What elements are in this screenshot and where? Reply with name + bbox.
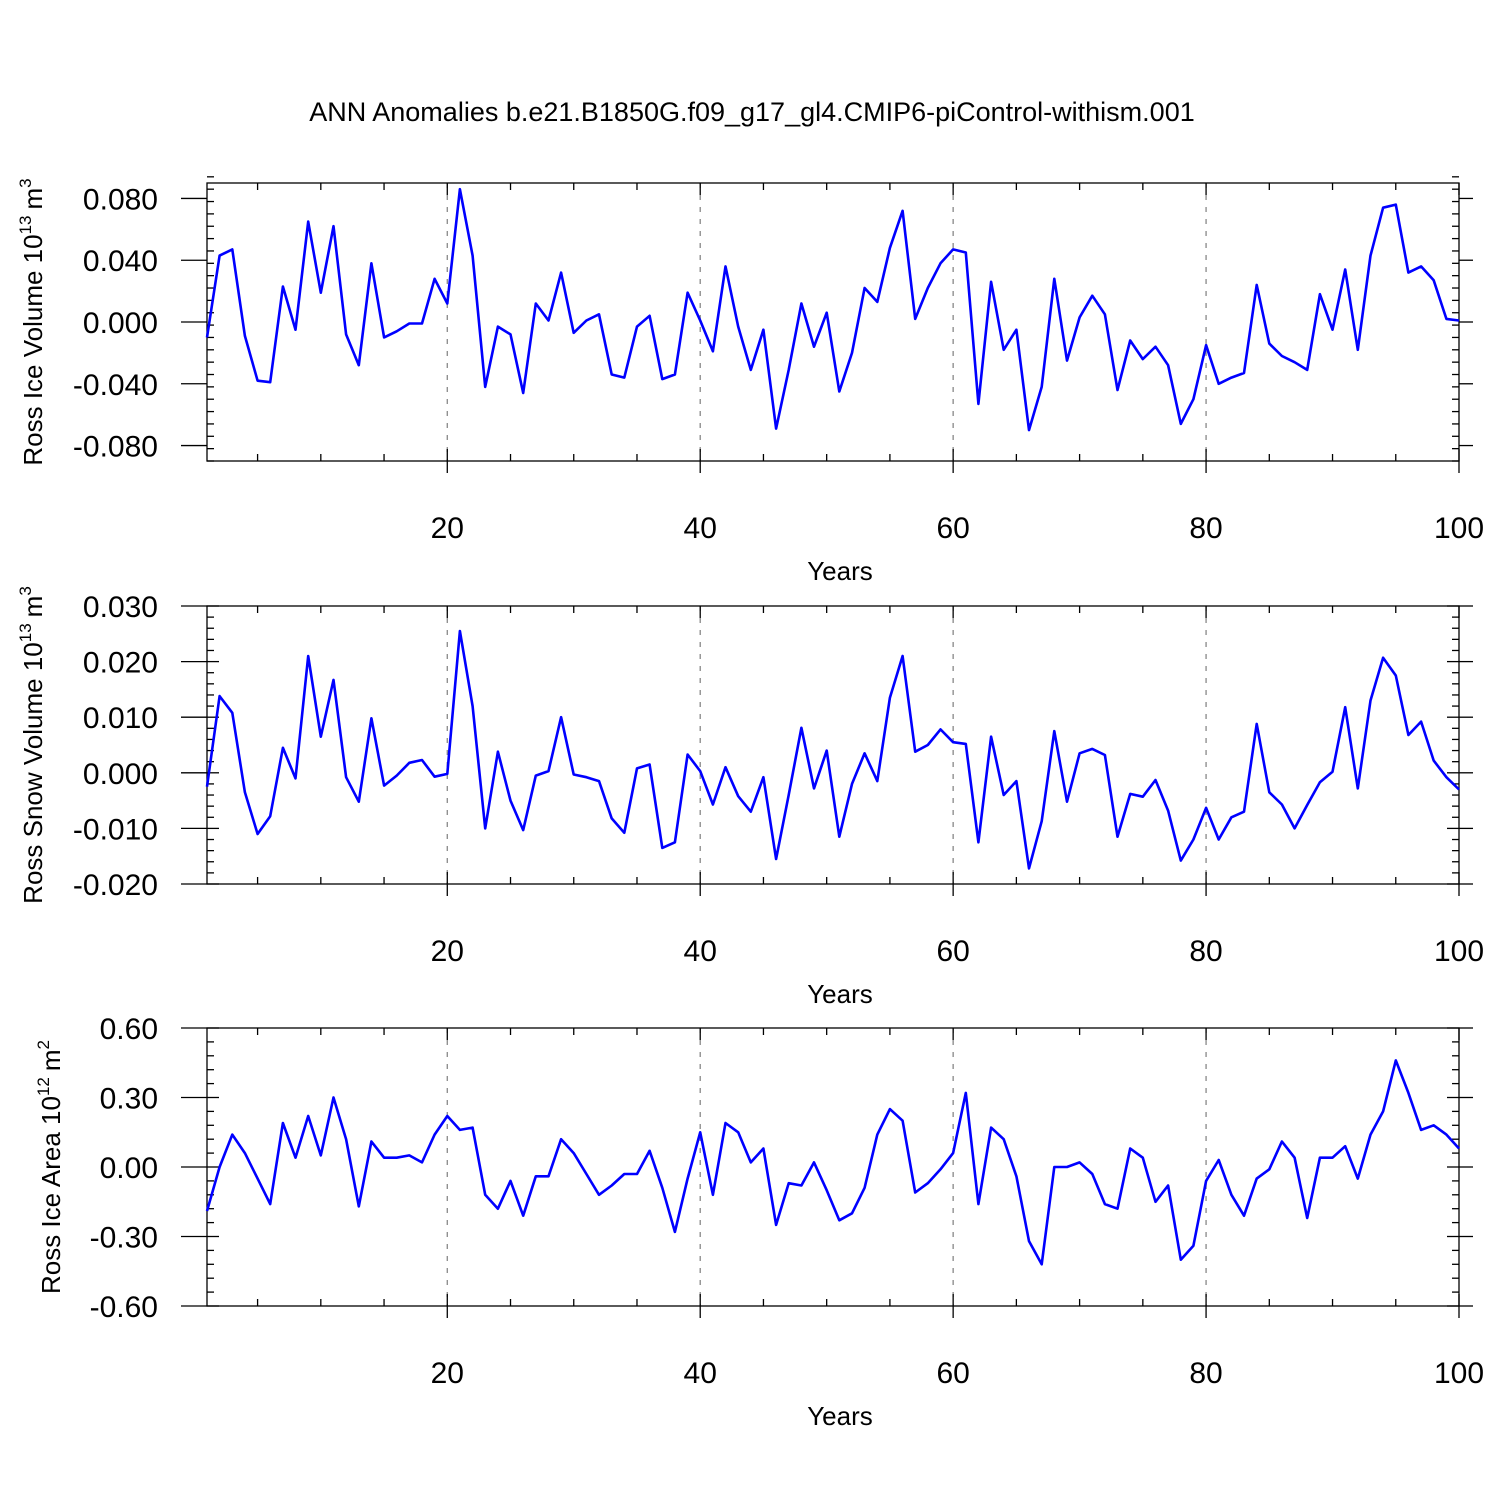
yaxis-label-exp-ice-volume: 13 [16, 215, 35, 234]
ytick-label-snow-volume-0: 0.030 [83, 591, 158, 624]
xtick-label-snow-volume-100: 100 [1434, 935, 1484, 968]
xaxis-label-snow-volume: Years [807, 979, 873, 1009]
xtick-label-ice-area-40: 40 [684, 1357, 717, 1390]
ytick-label-ice-volume-3: -0.040 [73, 369, 158, 402]
ytick-label-ice-area-4: -0.60 [90, 1291, 158, 1324]
yaxis-label-unit-ice-area: m [36, 1049, 66, 1071]
yaxis-label-main-ice-volume: Ross Ice Volume 10 [18, 234, 48, 465]
yaxis-label-exp-ice-area: 12 [34, 1077, 53, 1096]
xtick-label-ice-volume-80: 80 [1189, 512, 1222, 545]
xtick-label-snow-volume-40: 40 [684, 935, 717, 968]
yaxis-label-main-snow-volume: Ross Snow Volume 10 [18, 642, 48, 904]
yaxis-label-ice-area: Ross Ice Area 1012 m2 [34, 1040, 66, 1294]
xtick-label-ice-area-20: 20 [431, 1357, 464, 1390]
yaxis-label-ice-volume: Ross Ice Volume 1013 m3 [16, 178, 48, 465]
yaxis-label-unit-ice-volume: m [18, 188, 48, 210]
ytick-label-snow-volume-4: -0.010 [73, 813, 158, 846]
ytick-label-ice-area-2: 0.00 [100, 1152, 158, 1185]
ytick-label-snow-volume-5: -0.020 [73, 869, 158, 902]
ytick-label-ice-volume-1: 0.040 [83, 245, 158, 278]
yaxis-label-unit-exp-ice-volume: 3 [16, 178, 35, 187]
ytick-label-ice-area-0: 0.60 [100, 1013, 158, 1046]
xtick-label-ice-volume-20: 20 [431, 512, 464, 545]
ytick-label-snow-volume-1: 0.020 [83, 647, 158, 680]
yaxis-label-unit-exp-snow-volume: 3 [16, 586, 35, 595]
plot-frame-snow-volume [206, 605, 1460, 885]
series-line-ice-area [205, 1059, 1460, 1266]
series-line-ice-volume [205, 187, 1460, 432]
xtick-label-ice-volume-40: 40 [684, 512, 717, 545]
plot-frame-ice-volume [206, 182, 1460, 462]
xtick-label-ice-volume-100: 100 [1434, 512, 1484, 545]
xaxis-label-ice-volume: Years [807, 556, 873, 586]
yaxis-label-snow-volume: Ross Snow Volume 1013 m3 [16, 586, 48, 904]
yaxis-label-main-ice-area: Ross Ice Area 10 [36, 1096, 66, 1294]
panel-snow-volume: 0.030 0.020 0.010 0.000 -0.010 -0.020 20 40 60 80… [16, 586, 1484, 1009]
ytick-label-ice-area-3: -0.30 [90, 1222, 158, 1255]
xtick-label-snow-volume-60: 60 [936, 935, 969, 968]
ytick-label-ice-volume-4: -0.080 [73, 431, 158, 464]
xtick-label-ice-area-80: 80 [1189, 1357, 1222, 1390]
xtick-label-snow-volume-20: 20 [431, 935, 464, 968]
ytick-label-ice-volume-0: 0.080 [83, 183, 158, 216]
panel-ice-area: 0.60 0.30 0.00 -0.30 -0.60 20 40 60 80 100 Years Ro… [34, 1013, 1484, 1431]
yaxis-label-unit-exp-ice-area: 2 [34, 1040, 53, 1049]
yaxis-label-exp-snow-volume: 13 [16, 623, 35, 642]
xtick-label-snow-volume-80: 80 [1189, 935, 1222, 968]
xtick-label-ice-area-60: 60 [936, 1357, 969, 1390]
xtick-label-ice-area-100: 100 [1434, 1357, 1484, 1390]
figure-title: ANN Anomalies b.e21.B1850G.f09_g17_gl4.C… [309, 97, 1194, 127]
yaxis-label-unit-snow-volume: m [18, 596, 48, 618]
panel-ice-volume: 0.080 0.040 0.000 -0.040 -0.080 20 40 60 80 100 Ye… [16, 176, 1484, 586]
plot-frame-ice-area [206, 1027, 1460, 1307]
xaxis-label-ice-area: Years [807, 1401, 873, 1431]
xtick-label-ice-volume-60: 60 [936, 512, 969, 545]
ytick-label-snow-volume-2: 0.010 [83, 702, 158, 735]
ytick-label-snow-volume-3: 0.000 [83, 758, 158, 791]
series-line-snow-volume [205, 629, 1460, 870]
ytick-label-ice-area-1: 0.30 [100, 1083, 158, 1116]
ytick-label-ice-volume-2: 0.000 [83, 307, 158, 340]
